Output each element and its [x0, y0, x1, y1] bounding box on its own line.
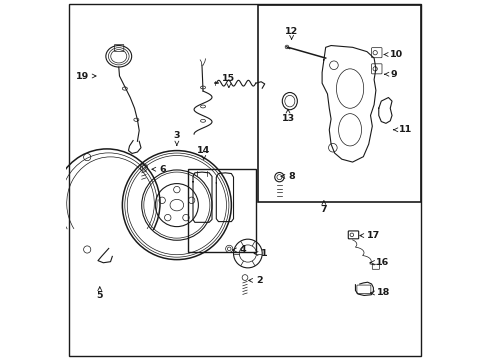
- Text: 5: 5: [97, 287, 103, 300]
- Text: 10: 10: [384, 50, 403, 59]
- Text: 6: 6: [152, 165, 166, 174]
- Text: 2: 2: [249, 276, 262, 285]
- Text: 14: 14: [197, 146, 210, 159]
- Text: 11: 11: [393, 125, 413, 134]
- Text: 17: 17: [360, 231, 380, 240]
- Text: 18: 18: [370, 288, 391, 297]
- Text: 4: 4: [233, 246, 246, 255]
- Bar: [188, 169, 256, 252]
- Text: 12: 12: [285, 27, 298, 39]
- Bar: [258, 5, 421, 202]
- Text: 3: 3: [173, 131, 180, 145]
- Text: 16: 16: [370, 258, 389, 267]
- Text: 8: 8: [281, 172, 295, 181]
- Text: 15: 15: [222, 75, 235, 87]
- Text: 13: 13: [281, 109, 294, 123]
- Text: 19: 19: [76, 72, 96, 81]
- Text: 9: 9: [385, 70, 397, 79]
- Text: 7: 7: [320, 201, 327, 214]
- Text: 1: 1: [254, 249, 268, 258]
